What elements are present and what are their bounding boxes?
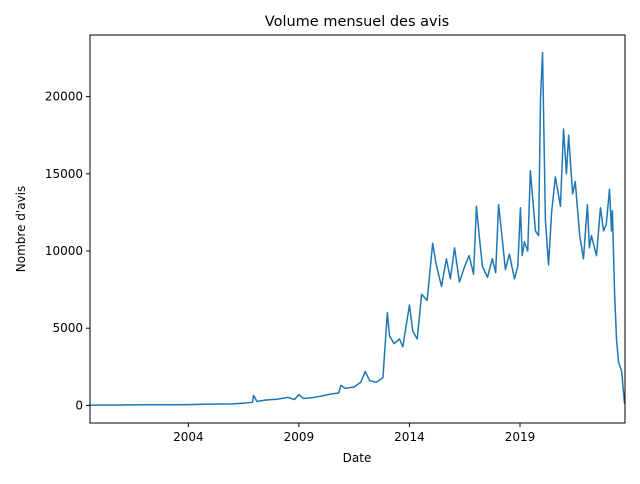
x-axis-label: Date [343, 451, 372, 465]
x-tick-label: 2009 [284, 430, 315, 444]
series-line [90, 51, 626, 406]
y-axis-label: Nombre d'avis [14, 186, 28, 272]
x-tick-label: 2019 [505, 430, 536, 444]
plot-frame [89, 34, 626, 424]
y-tick-label: 0 [75, 398, 83, 412]
x-tick-label: 2014 [394, 430, 425, 444]
x-tick-label: 2004 [173, 430, 204, 444]
y-tick-label: 10000 [45, 244, 83, 258]
y-tick-label: 20000 [45, 90, 83, 104]
chart-title: Volume mensuel des avis [265, 14, 449, 30]
y-tick-label: 5000 [52, 321, 83, 335]
y-tick-label: 15000 [45, 167, 83, 181]
